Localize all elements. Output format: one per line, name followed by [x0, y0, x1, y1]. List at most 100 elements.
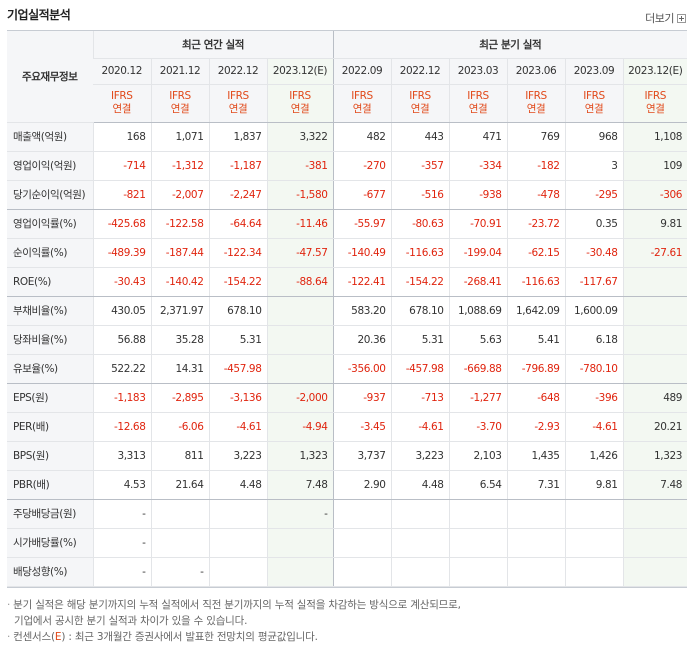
- row-label: PER(배): [7, 412, 93, 442]
- value-cell: -70.91: [448, 209, 508, 239]
- value-cell: 3,313: [92, 441, 151, 471]
- row-label: 주당배당금(원): [7, 499, 93, 529]
- value-cell: 6.54: [448, 470, 508, 500]
- value-cell: 471: [448, 122, 508, 152]
- table-row: 매출액(억원) 168 1,071 1,837 3,322 482 443 471 769 968…: [7, 122, 688, 152]
- value-cell: -2.93: [506, 412, 566, 442]
- value-cell: 1,323: [266, 441, 334, 471]
- value-cell: -55.97: [332, 209, 392, 239]
- value-cell: -1,277: [448, 383, 508, 413]
- value-cell: -648: [506, 383, 566, 413]
- value-cell: 678.10: [390, 296, 450, 326]
- table-row: 당좌비율(%) 56.88 35.28 5.31 20.36 5.31 5.63 5.41 6.…: [7, 325, 688, 355]
- value-cell: -1,580: [266, 180, 334, 210]
- row-label: 영업이익(억원): [7, 151, 93, 181]
- value-cell: 1,426: [564, 441, 624, 471]
- value-cell: -: [266, 499, 334, 529]
- annual-header: 최근 연간 실적: [92, 31, 334, 59]
- value-cell: [266, 325, 334, 355]
- value-cell: -381: [266, 151, 334, 181]
- value-cell: 3,223: [208, 441, 267, 471]
- value-cell: [332, 499, 392, 529]
- row-label: 당좌비율(%): [7, 325, 93, 355]
- value-cell: -677: [332, 180, 392, 210]
- basis-label: IFRS 연결: [564, 84, 624, 123]
- value-cell: -3,136: [208, 383, 267, 413]
- value-cell: 7.48: [622, 470, 688, 500]
- footnote-1: · 분기 실적은 해당 분기까지의 누적 실적에서 직전 분기까지의 누적 실적을…: [7, 599, 461, 611]
- value-cell: [448, 499, 508, 529]
- value-cell: [266, 354, 334, 384]
- row-label: 순이익률(%): [7, 238, 93, 268]
- value-cell: 7.48: [266, 470, 334, 500]
- value-cell: -117.67: [564, 267, 624, 297]
- value-cell: [622, 528, 688, 558]
- value-cell: 3: [564, 151, 624, 181]
- value-cell: 168: [92, 122, 151, 152]
- row-label: 부채비율(%): [7, 296, 93, 326]
- value-cell: 1,071: [150, 122, 209, 152]
- basis-label: IFRS 연결: [93, 84, 151, 123]
- value-cell: -714: [92, 151, 151, 181]
- period-header: 2022.12: [208, 58, 267, 85]
- footnotes: · 분기 실적은 해당 분기까지의 누적 실적에서 직전 분기까지의 누적 실적을…: [7, 597, 461, 645]
- value-cell: 3,223: [390, 441, 450, 471]
- value-cell: [506, 557, 566, 587]
- value-cell: -937: [332, 383, 392, 413]
- value-cell: 0.35: [564, 209, 624, 239]
- value-cell: [564, 557, 624, 587]
- value-cell: 4.48: [208, 470, 267, 500]
- corner-label: 주요재무정보: [7, 31, 93, 123]
- value-cell: [622, 499, 688, 529]
- value-cell: -2,895: [150, 383, 209, 413]
- value-cell: 811: [150, 441, 209, 471]
- value-cell: -30.43: [92, 267, 151, 297]
- value-cell: -116.63: [390, 238, 450, 268]
- period-header: 2023.12(E): [266, 58, 334, 85]
- row-label: 배당성향(%): [7, 557, 93, 587]
- value-cell: [266, 296, 334, 326]
- value-cell: [448, 557, 508, 587]
- period-header: 2023.06: [506, 58, 566, 85]
- value-cell: 14.31: [150, 354, 209, 384]
- value-cell: -23.72: [506, 209, 566, 239]
- value-cell: -356.00: [332, 354, 392, 384]
- value-cell: -306: [622, 180, 688, 210]
- value-cell: [622, 296, 688, 326]
- value-cell: -: [92, 557, 151, 587]
- value-cell: 522.22: [92, 354, 151, 384]
- row-label: 영업이익률(%): [7, 209, 93, 239]
- basis-label: IFRS 연결: [448, 84, 508, 123]
- value-cell: [150, 528, 209, 558]
- value-cell: -88.64: [266, 267, 334, 297]
- value-cell: [506, 528, 566, 558]
- basis-label: IFRS 연결: [390, 84, 450, 123]
- value-cell: -154.22: [208, 267, 267, 297]
- value-cell: -4.61: [390, 412, 450, 442]
- value-cell: 1,323: [622, 441, 688, 471]
- value-cell: -4.61: [208, 412, 267, 442]
- value-cell: -1,183: [92, 383, 151, 413]
- value-cell: 968: [564, 122, 624, 152]
- value-cell: [208, 499, 267, 529]
- value-cell: -1,187: [208, 151, 267, 181]
- value-cell: -268.41: [448, 267, 508, 297]
- row-label: 매출액(억원): [7, 122, 93, 152]
- value-cell: -47.57: [266, 238, 334, 268]
- value-cell: -: [150, 557, 209, 587]
- period-header: 2022.09: [332, 58, 392, 85]
- basis-label: IFRS 연결: [208, 84, 267, 123]
- value-cell: 4.53: [92, 470, 151, 500]
- value-cell: 1,837: [208, 122, 267, 152]
- value-cell: -: [92, 528, 151, 558]
- period-header: 2020.12: [93, 58, 151, 85]
- value-cell: -140.49: [332, 238, 392, 268]
- value-cell: [622, 354, 688, 384]
- value-cell: -2,007: [150, 180, 209, 210]
- more-button[interactable]: 더보기: [645, 10, 686, 26]
- value-cell: 3,737: [332, 441, 392, 471]
- value-cell: 7.31: [506, 470, 566, 500]
- basis-label: IFRS 연결: [622, 84, 688, 123]
- value-cell: [208, 528, 267, 558]
- table-row: 배당성향(%) - -: [7, 557, 688, 587]
